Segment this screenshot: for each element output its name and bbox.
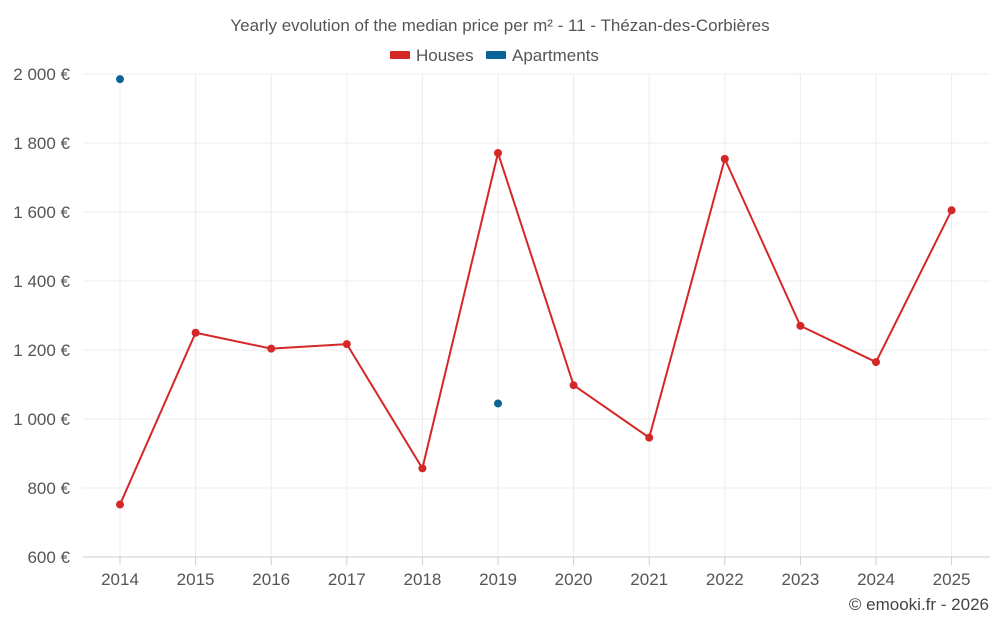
grid	[83, 73, 990, 558]
data-point-houses[interactable]	[872, 358, 880, 367]
series-apartments	[116, 75, 502, 408]
series-houses	[116, 149, 956, 509]
legend-label-apartments: Apartments	[512, 46, 599, 65]
legend-item-houses[interactable]: Houses	[390, 46, 474, 65]
legend-item-apartments[interactable]: Apartments	[486, 46, 599, 65]
y-axis-ticks: 600 € 800 € 1 000 € 1 200 € 1 400 € 1 600 € 1 …	[13, 65, 70, 567]
x-tick-label: 2014	[101, 570, 139, 589]
y-tick-label: 1 600 €	[13, 203, 70, 222]
data-point-houses[interactable]	[796, 321, 805, 330]
x-tick-label: 2020	[555, 570, 593, 589]
data-point-houses[interactable]	[342, 340, 351, 349]
data-point-houses[interactable]	[418, 464, 427, 473]
x-axis-ticks: 2014 2015 2016 2017 2018 2019 2020 2021 2022 2023…	[101, 557, 971, 589]
x-tick-label: 2021	[630, 570, 668, 589]
data-point-houses[interactable]	[494, 149, 502, 158]
x-tick-label: 2025	[933, 570, 971, 589]
data-point-houses[interactable]	[191, 328, 200, 337]
data-point-apartments[interactable]	[494, 399, 502, 408]
y-tick-label: 1 000 €	[13, 410, 70, 429]
x-tick-label: 2023	[781, 570, 819, 589]
series-layer	[116, 75, 956, 509]
y-tick-label: 1 400 €	[13, 272, 70, 291]
data-point-houses[interactable]	[645, 433, 654, 442]
legend: Houses Apartments	[390, 46, 599, 65]
y-tick-label: 2 000 €	[13, 65, 70, 84]
x-tick-label: 2017	[328, 570, 366, 589]
y-tick-label: 600 €	[27, 548, 70, 567]
y-tick-label: 800 €	[27, 479, 70, 498]
data-point-houses[interactable]	[116, 500, 124, 509]
data-point-houses[interactable]	[569, 381, 578, 390]
x-tick-label: 2016	[252, 570, 290, 589]
series-line-houses	[119, 152, 953, 505]
x-tick-label: 2019	[479, 570, 517, 589]
x-tick-label: 2015	[177, 570, 215, 589]
data-point-apartments[interactable]	[116, 75, 124, 84]
data-point-houses[interactable]	[720, 154, 729, 163]
y-tick-label: 1 800 €	[13, 134, 70, 153]
credit-text: © emooki.fr - 2026	[849, 595, 989, 614]
x-tick-label: 2022	[706, 570, 744, 589]
y-tick-label: 1 200 €	[13, 341, 70, 360]
data-point-houses[interactable]	[947, 206, 956, 215]
data-point-houses[interactable]	[267, 344, 276, 353]
chart-title: Yearly evolution of the median price per…	[230, 16, 769, 35]
x-tick-label: 2024	[857, 570, 895, 589]
legend-swatch-apartments	[486, 51, 506, 59]
x-tick-label: 2018	[403, 570, 441, 589]
legend-label-houses: Houses	[416, 46, 474, 65]
legend-swatch-houses	[390, 51, 410, 59]
